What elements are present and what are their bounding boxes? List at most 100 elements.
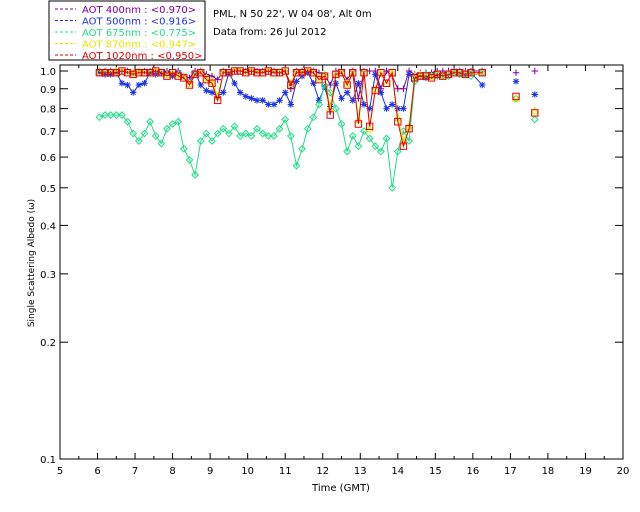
data-point — [512, 94, 521, 103]
data-point — [456, 68, 464, 77]
y-tick-label: 0.3 — [40, 270, 56, 281]
data-point — [123, 117, 132, 126]
data-point — [405, 71, 413, 78]
data-point — [191, 70, 199, 79]
data-point — [366, 105, 373, 112]
data-point — [112, 111, 121, 119]
data-point — [219, 68, 227, 77]
x-tick-label: 10 — [241, 466, 254, 477]
data-point — [530, 115, 539, 124]
data-point — [168, 120, 177, 128]
data-point — [405, 125, 413, 133]
x-tick-label: 5 — [57, 466, 63, 477]
data-point — [298, 144, 306, 153]
data-point — [185, 81, 194, 89]
data-point — [253, 97, 261, 104]
x-tick-label: 17 — [504, 466, 517, 477]
date-info: Data from: 26 Jul 2012 — [213, 27, 326, 38]
data-point — [225, 68, 233, 77]
data-point — [101, 111, 109, 119]
data-point — [112, 66, 121, 75]
y-tick-label: 0.9 — [40, 85, 56, 96]
data-point — [275, 68, 284, 77]
legend: AOT 400nm : <0.970>AOT 500nm : <0.916>AO… — [48, 0, 206, 62]
data-point — [106, 68, 115, 77]
data-point — [343, 147, 352, 156]
data-point — [479, 81, 486, 89]
x-tick-label: 19 — [579, 466, 592, 477]
data-point — [253, 124, 261, 133]
data-point — [106, 111, 115, 119]
data-point — [399, 142, 408, 150]
data-point — [531, 67, 538, 75]
data-point — [264, 67, 273, 75]
x-axis: 5 6 7 8 9 10 11 12 13 14 15 16 17 18 19 20 — [57, 65, 629, 477]
data-point — [203, 87, 210, 94]
data-point — [258, 68, 267, 77]
data-point — [444, 70, 453, 79]
data-point — [512, 78, 520, 85]
data-point — [422, 72, 430, 80]
data-point — [196, 137, 205, 145]
data-point — [349, 68, 357, 77]
data-point — [134, 66, 143, 75]
data-point — [191, 170, 200, 179]
data-point — [95, 66, 104, 75]
data-point — [343, 89, 351, 96]
y-tick-label: 0.7 — [40, 127, 56, 138]
data-point — [393, 147, 402, 156]
x-tick-label: 15 — [429, 466, 442, 477]
data-point — [394, 118, 402, 126]
data-point — [355, 80, 362, 87]
data-point — [112, 68, 120, 77]
data-point — [372, 71, 379, 78]
data-point — [365, 124, 374, 133]
data-point — [304, 67, 312, 75]
data-point — [208, 77, 217, 86]
data-point — [439, 71, 447, 78]
data-point — [118, 111, 126, 119]
data-point — [253, 68, 261, 77]
data-point — [259, 97, 266, 104]
data-point — [197, 81, 204, 89]
data-point — [320, 72, 329, 80]
data-point — [146, 117, 154, 126]
data-point — [410, 77, 419, 86]
data-point — [309, 68, 318, 77]
data-point — [124, 81, 131, 89]
data-point — [219, 124, 228, 133]
data-point — [303, 124, 312, 133]
data-point — [146, 68, 154, 77]
data-point — [338, 95, 345, 102]
data-point — [208, 89, 216, 96]
data-point — [512, 69, 520, 76]
legend-box — [48, 0, 206, 61]
data-point — [377, 89, 385, 96]
data-point — [309, 113, 318, 122]
data-point — [320, 70, 329, 79]
data-point — [118, 80, 126, 87]
data-point — [220, 89, 227, 96]
x-tick-label: 8 — [169, 466, 175, 477]
data-point — [129, 70, 137, 79]
data-point — [332, 70, 340, 79]
data-point — [208, 79, 216, 87]
data-point — [151, 132, 160, 140]
x-tick-label: 14 — [391, 466, 404, 477]
data-point — [113, 69, 120, 76]
data-point — [140, 129, 149, 138]
y-axis-label: Single Scattering Albedo (ω) — [27, 199, 37, 327]
data-point — [377, 147, 385, 156]
data-point — [163, 124, 171, 133]
data-point — [242, 68, 250, 77]
data-point — [405, 137, 413, 145]
data-point — [410, 71, 419, 80]
data-point — [292, 161, 301, 170]
data-point — [512, 92, 520, 101]
data-point — [101, 68, 109, 77]
data-point — [343, 78, 352, 87]
data-point — [152, 67, 160, 75]
data-point — [129, 68, 138, 77]
